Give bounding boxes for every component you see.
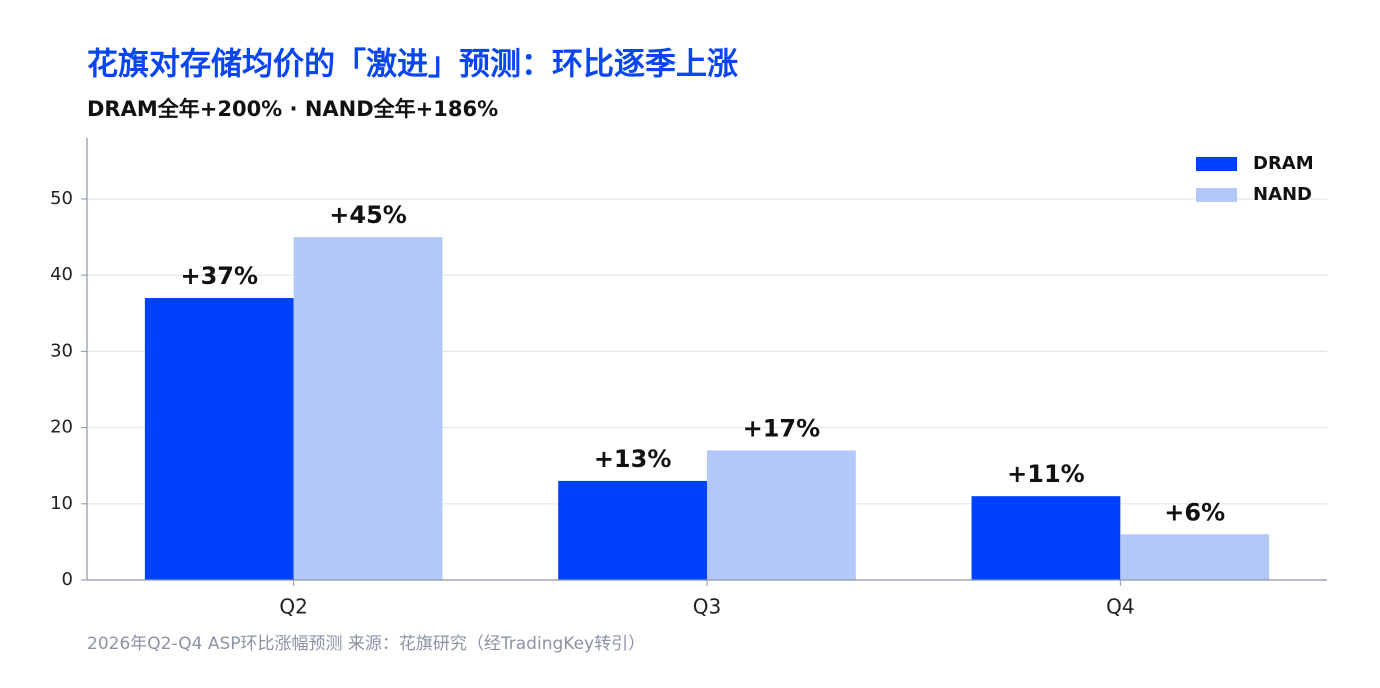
data-label: +6% xyxy=(1164,498,1225,526)
y-tick-label: 30 xyxy=(50,340,73,361)
data-label: +13% xyxy=(594,445,672,473)
bar xyxy=(293,237,443,580)
bar xyxy=(144,298,294,580)
y-tick-label: 10 xyxy=(50,493,73,514)
legend-label: DRAM xyxy=(1253,153,1314,174)
y-tick-label: 20 xyxy=(50,417,73,438)
y-tick-label: 50 xyxy=(50,188,73,209)
chart-title: 花旗对存储均价的「激进」预测：环比逐季上涨 xyxy=(87,47,738,83)
y-tick-label: 0 xyxy=(62,569,73,590)
x-tick-label: Q4 xyxy=(1106,595,1134,619)
bar xyxy=(1120,534,1270,580)
x-tick-label: Q2 xyxy=(279,595,307,619)
data-label: +37% xyxy=(180,262,258,290)
y-tick-label: 40 xyxy=(50,264,73,285)
legend-label: NAND xyxy=(1253,184,1312,205)
bar xyxy=(971,496,1121,580)
footnote: 2026年Q2-Q4 ASP环比涨幅预测 来源：花旗研究（经TradingKey… xyxy=(87,634,645,654)
data-label: +45% xyxy=(329,201,407,229)
bar xyxy=(558,480,707,580)
chart-subtitle: DRAM全年+200% · NAND全年+186% xyxy=(87,97,498,121)
legend-swatch xyxy=(1196,157,1237,171)
x-tick-label: Q3 xyxy=(693,595,721,619)
data-label: +11% xyxy=(1007,460,1085,488)
legend-swatch xyxy=(1196,188,1237,202)
bar xyxy=(707,450,856,580)
data-label: +17% xyxy=(743,414,821,442)
